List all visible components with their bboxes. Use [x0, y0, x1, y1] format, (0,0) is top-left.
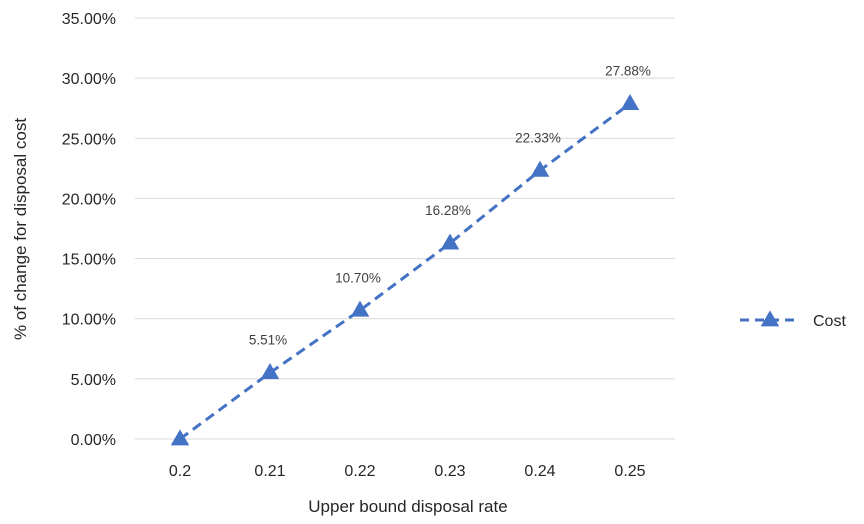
- y-tick-label: 25.00%: [62, 131, 116, 148]
- x-tick-label: 0.25: [614, 463, 645, 480]
- x-tick-label: 0.2: [169, 463, 191, 480]
- y-tick-label: 5.00%: [71, 372, 116, 389]
- data-label: 27.88%: [605, 64, 651, 79]
- data-point-marker: [350, 300, 370, 317]
- y-tick-label: 20.00%: [62, 191, 116, 208]
- legend-label-cost: Cost: [813, 313, 846, 330]
- x-tick-label: 0.22: [344, 463, 375, 480]
- gridlines: [135, 17, 675, 440]
- data-point-marker: [530, 160, 550, 177]
- data-labels: 5.51% 10.70% 16.28% 22.33% 27.88%: [249, 64, 651, 348]
- data-label: 22.33%: [515, 130, 561, 145]
- series-line-cost: [179, 102, 631, 441]
- data-label: 16.28%: [425, 203, 471, 218]
- data-point-marker: [260, 363, 280, 380]
- x-tick-label: 0.24: [524, 463, 555, 480]
- legend: Cost: [740, 310, 846, 330]
- x-axis-ticks: 0.2 0.21 0.22 0.23 0.24 0.25: [169, 463, 646, 480]
- y-tick-label: 10.00%: [62, 312, 116, 329]
- data-label: 10.70%: [335, 270, 381, 285]
- y-tick-label: 15.00%: [62, 252, 116, 269]
- series-cost: [170, 93, 640, 446]
- y-axis-title: % of change for disposal cost: [11, 118, 30, 340]
- data-point-marker: [440, 233, 460, 250]
- data-point-marker: [620, 93, 640, 111]
- y-tick-label: 30.00%: [62, 71, 116, 88]
- y-axis-ticks: 0.00% 5.00% 10.00% 15.00% 20.00% 25.00% 30.00%…: [62, 11, 116, 449]
- legend-triangle-marker: [760, 310, 780, 327]
- y-tick-label: 35.00%: [62, 11, 116, 28]
- x-tick-label: 0.23: [434, 463, 465, 480]
- data-point-marker: [170, 429, 190, 446]
- x-axis-title: Upper bound disposal rate: [308, 497, 507, 516]
- x-tick-label: 0.21: [254, 463, 285, 480]
- y-tick-label: 0.00%: [71, 432, 116, 449]
- data-label: 5.51%: [249, 333, 287, 348]
